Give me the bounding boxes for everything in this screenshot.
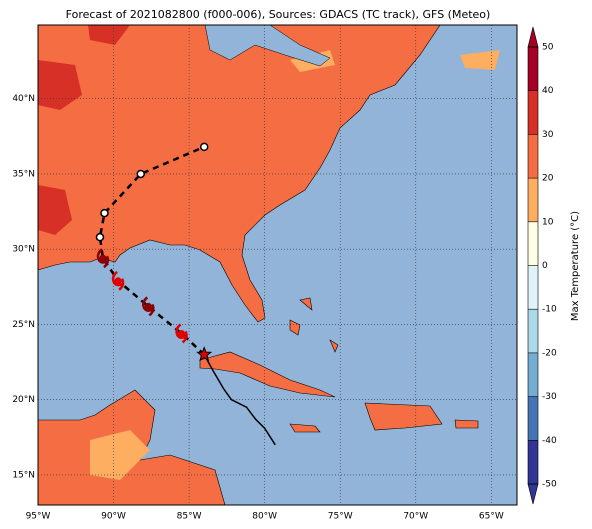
track-point	[199, 142, 209, 152]
hurricane-eye	[114, 277, 122, 285]
colorbar-bin	[528, 309, 538, 353]
colorbar-bin	[528, 265, 538, 310]
current-position	[196, 346, 213, 362]
hurricane-eye	[178, 329, 186, 337]
colorbar-bin	[528, 90, 538, 135]
x-tick-label: 90°W	[101, 512, 126, 522]
hurricane-symbol	[96, 248, 110, 269]
colorbar-bin	[528, 221, 538, 266]
bahamas	[289, 297, 339, 353]
map-area	[37, 24, 517, 506]
hot-region	[38, 25, 130, 235]
hurricane-eye	[144, 302, 152, 310]
colorbar-tick-label: -10	[542, 305, 557, 315]
track-point	[136, 169, 146, 179]
x-tick-label: 85°W	[177, 512, 202, 522]
map-frame	[37, 24, 518, 506]
y-tick-label: 40°N	[12, 94, 35, 104]
colorbar-tick-label: -30	[542, 392, 557, 402]
hispaniola	[364, 402, 443, 431]
x-tick-label: 95°W	[26, 512, 51, 522]
colorbar-bin	[528, 352, 538, 397]
x-tick-label: 80°W	[252, 512, 277, 522]
x-tick-label: 70°W	[403, 512, 428, 522]
map-title: Forecast of 2021082800 (f000-006), Sourc…	[66, 8, 491, 21]
past-track-line	[203, 354, 276, 446]
colorbar-label: Max Temperature (°C)	[570, 211, 581, 321]
colorbar-tick-label: 40	[542, 86, 554, 96]
colorbar-tick-label: -40	[542, 436, 557, 446]
y-tick-label: 15°N	[12, 470, 35, 480]
x-tick-label: 65°W	[479, 512, 504, 522]
colorbar-extend-low	[527, 483, 539, 505]
great-lakes	[204, 24, 331, 67]
y-tick-label: 35°N	[12, 169, 35, 179]
y-tick-label: 20°N	[12, 395, 35, 405]
colorbar-tick-label: 0	[542, 261, 548, 271]
colorbar-tick-label: -50	[542, 480, 557, 490]
colorbar-tick-label: 50	[542, 43, 554, 53]
y-tick-label: 30°N	[12, 245, 35, 255]
hurricane-symbol	[175, 323, 188, 344]
puerto-rico	[454, 419, 479, 429]
colorbar-extend-high	[527, 26, 539, 48]
jamaica	[289, 423, 321, 433]
forecast-track-line	[98, 145, 206, 356]
hurricane-eye	[99, 254, 107, 262]
track-layer	[95, 142, 276, 446]
y-tick-label: 25°N	[12, 320, 35, 330]
x-tick-label: 75°W	[328, 512, 353, 522]
track-point	[95, 232, 105, 242]
colorbar-bin	[528, 178, 538, 222]
colorbar-tick-label: -20	[542, 348, 557, 358]
hurricane-symbol	[111, 270, 125, 291]
track-point	[100, 208, 109, 218]
colorbar-tick-label: 10	[542, 217, 554, 227]
colorbar-tick-label: 30	[542, 130, 554, 140]
hurricane-symbol	[142, 296, 155, 317]
colorbar-bin	[528, 134, 538, 179]
mild-region	[90, 430, 150, 480]
colorbar: -50 -40 -30 -20 -10 0 10 20 30 40 50	[527, 26, 557, 505]
colorbar-bin	[528, 396, 538, 441]
colorbar-bin	[528, 47, 538, 91]
colorbar-tick-label: 20	[542, 174, 554, 184]
colorbar-bin	[528, 440, 538, 484]
mild-region	[290, 50, 500, 72]
